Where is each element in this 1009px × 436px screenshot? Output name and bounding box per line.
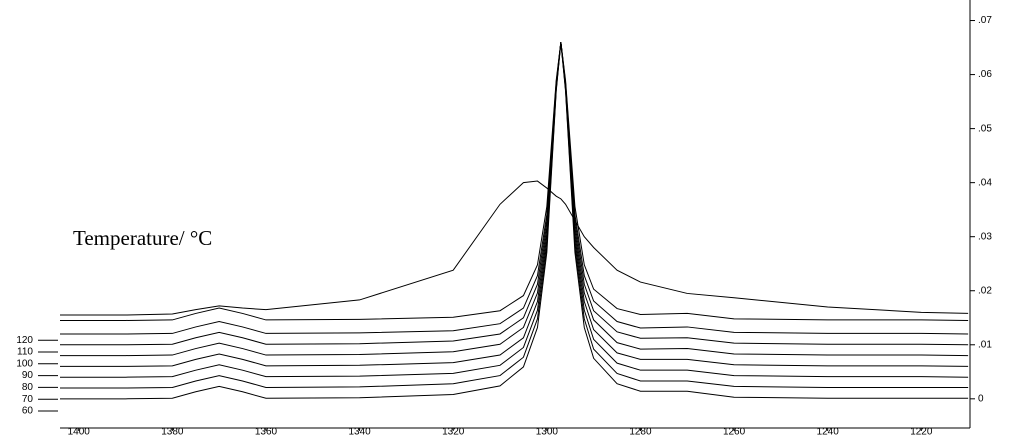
y-tick-label: .04 [978,177,992,188]
x-tick-label: 1240 [817,427,840,436]
x-tick-label: 1320 [442,427,465,436]
y-tick-label: 0 [978,393,984,404]
spectrum-line [60,42,969,335]
spectrum-line [60,42,969,321]
y-tick-label: .01 [978,339,992,350]
y-tick-label: .06 [978,69,992,80]
y2-tick-label: 120 [16,335,33,346]
y-tick-label: .05 [978,123,992,134]
spectrum-line [60,42,969,400]
spectrum-line [60,42,969,389]
x-tick-label: 1380 [161,427,184,436]
spectrum-line [60,180,969,316]
y2-tick-label: 60 [22,406,34,417]
x-tick-label: 1360 [255,427,278,436]
y2-tick-label: 70 [22,394,34,405]
spectrum-line [60,42,969,367]
x-tick-label: 1400 [68,427,91,436]
y2-tick-label: 80 [22,382,34,393]
x-tick-label: 1220 [910,427,933,436]
x-tick-label: 1280 [629,427,652,436]
y2-tick-label: 110 [17,347,33,358]
x-tick-label: 1300 [536,427,559,436]
spectrum-line [60,42,969,346]
x-tick-label: 1260 [723,427,746,436]
x-tick-label: 1340 [348,427,371,436]
y2-tick-label: 90 [22,370,34,381]
y-tick-label: .03 [978,231,992,242]
y2-tick-label: 100 [16,358,33,369]
spectrum-line [60,42,969,357]
y-tick-label: .07 [978,15,992,26]
annotation: Temperature/ °C [73,226,212,250]
y-tick-label: .02 [978,285,992,296]
